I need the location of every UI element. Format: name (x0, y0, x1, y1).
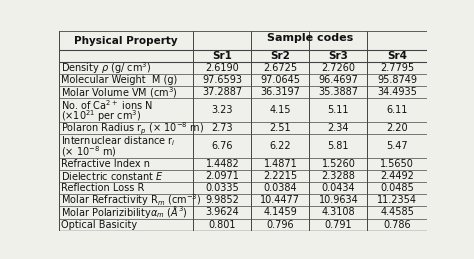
Text: Molar Refractivity R$_m$ (cm$^{-3}$): Molar Refractivity R$_m$ (cm$^{-3}$) (62, 193, 202, 208)
Text: 6.76: 6.76 (211, 141, 233, 152)
Text: ($\times$ 10$^{-8}$ m): ($\times$ 10$^{-8}$ m) (62, 145, 117, 159)
Text: Sr1: Sr1 (212, 51, 232, 61)
Text: 3.9624: 3.9624 (205, 207, 239, 218)
Text: Dielectric constant $E$: Dielectric constant $E$ (62, 170, 164, 183)
Text: 2.0971: 2.0971 (205, 171, 239, 182)
Text: 2.34: 2.34 (328, 124, 349, 133)
Text: 2.3288: 2.3288 (321, 171, 356, 182)
Text: 95.8749: 95.8749 (377, 75, 417, 85)
Text: 2.7795: 2.7795 (380, 63, 414, 73)
Text: 10.9634: 10.9634 (319, 196, 358, 205)
Text: Molar Volume VM (cm$^3$): Molar Volume VM (cm$^3$) (62, 85, 178, 100)
Text: Sr2: Sr2 (271, 51, 291, 61)
Text: 4.1459: 4.1459 (264, 207, 297, 218)
Text: 0.801: 0.801 (209, 220, 236, 229)
Text: No. of Ca$^{2+}$ ions N: No. of Ca$^{2+}$ ions N (62, 98, 154, 112)
Text: 0.0335: 0.0335 (205, 183, 239, 193)
Text: Refractive Index n: Refractive Index n (62, 160, 150, 169)
Text: 11.2354: 11.2354 (377, 196, 417, 205)
Text: 0.0384: 0.0384 (264, 183, 297, 193)
Text: 2.7260: 2.7260 (321, 63, 356, 73)
Text: 0.0434: 0.0434 (322, 183, 355, 193)
Text: 0.786: 0.786 (383, 220, 411, 229)
Text: 0.796: 0.796 (266, 220, 294, 229)
Text: 35.3887: 35.3887 (319, 87, 358, 97)
Text: Molecular Weight  M (g): Molecular Weight M (g) (62, 75, 178, 85)
Text: 2.4492: 2.4492 (380, 171, 414, 182)
Text: 1.4482: 1.4482 (205, 160, 239, 169)
Text: 5.11: 5.11 (328, 105, 349, 116)
Text: 97.0645: 97.0645 (260, 75, 301, 85)
Text: Sample codes: Sample codes (267, 33, 353, 42)
Text: Sr4: Sr4 (387, 51, 407, 61)
Text: 2.20: 2.20 (386, 124, 408, 133)
Text: 2.6190: 2.6190 (205, 63, 239, 73)
Text: 5.47: 5.47 (386, 141, 408, 152)
Text: Sr3: Sr3 (328, 51, 348, 61)
Text: 96.4697: 96.4697 (319, 75, 358, 85)
Text: 4.3108: 4.3108 (322, 207, 355, 218)
Text: 36.3197: 36.3197 (260, 87, 301, 97)
Text: 1.4871: 1.4871 (264, 160, 297, 169)
Text: Optical Basicity: Optical Basicity (62, 220, 137, 229)
Text: 2.2215: 2.2215 (264, 171, 298, 182)
Text: ($\times$10$^{21}$ per cm$^3$): ($\times$10$^{21}$ per cm$^3$) (62, 108, 142, 124)
Text: 2.6725: 2.6725 (264, 63, 298, 73)
Text: 4.4585: 4.4585 (380, 207, 414, 218)
Text: Reflection Loss R: Reflection Loss R (62, 183, 145, 193)
Text: 9.9852: 9.9852 (205, 196, 239, 205)
Text: 2.73: 2.73 (211, 124, 233, 133)
Text: 6.11: 6.11 (386, 105, 408, 116)
Text: Physical Property: Physical Property (74, 35, 178, 46)
Text: 2.51: 2.51 (270, 124, 291, 133)
Text: 34.4935: 34.4935 (377, 87, 417, 97)
Text: 4.15: 4.15 (270, 105, 291, 116)
Text: Polaron Radius r$_p$ ($\times$ 10$^{-8}$ m): Polaron Radius r$_p$ ($\times$ 10$^{-8}$… (62, 120, 205, 136)
Text: 0.0485: 0.0485 (380, 183, 414, 193)
Text: 0.791: 0.791 (325, 220, 352, 229)
Text: 37.2887: 37.2887 (202, 87, 242, 97)
Text: 97.6593: 97.6593 (202, 75, 242, 85)
Text: 6.22: 6.22 (270, 141, 291, 152)
Text: 3.23: 3.23 (211, 105, 233, 116)
Text: 10.4477: 10.4477 (260, 196, 301, 205)
Text: Molar Polarizibility$\alpha_m$ ($\AA^3$): Molar Polarizibility$\alpha_m$ ($\AA^3$) (62, 205, 188, 220)
Text: Density $\rho$ (g/ cm$^3$): Density $\rho$ (g/ cm$^3$) (62, 61, 152, 76)
Text: Internuclear distance r$_i$: Internuclear distance r$_i$ (62, 134, 176, 148)
Text: 1.5650: 1.5650 (380, 160, 414, 169)
Text: 1.5260: 1.5260 (321, 160, 356, 169)
Text: 5.81: 5.81 (328, 141, 349, 152)
